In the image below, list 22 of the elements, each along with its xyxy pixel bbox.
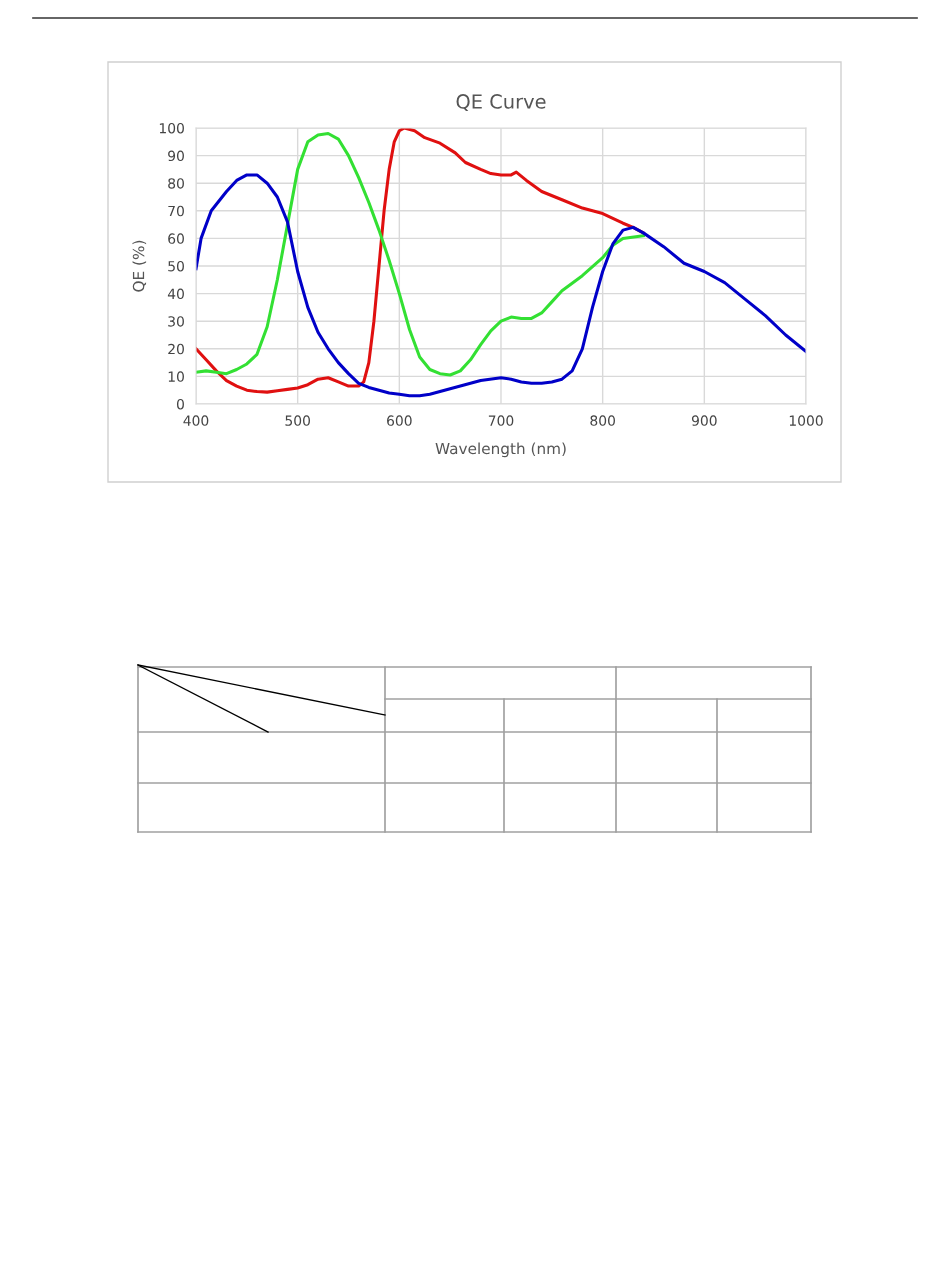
x-tick-label: 1000 — [789, 415, 823, 426]
line-series — [196, 173, 806, 398]
x-axis-title: Wavelength (nm) — [435, 442, 566, 458]
x-tick-label: 400 — [183, 415, 209, 426]
x-tick-label: 900 — [691, 415, 717, 426]
y-tick-label: 50 — [168, 260, 184, 272]
x-tick-label: 500 — [285, 415, 310, 426]
y-tick-label: 10 — [168, 371, 184, 382]
y-tick-label: 0 — [176, 398, 184, 410]
y-tick-label: 60 — [168, 233, 184, 244]
x-tick-label: 800 — [590, 415, 615, 426]
y-tick-label: 70 — [168, 205, 184, 217]
y-tick-label: 40 — [167, 288, 184, 300]
y-tick-label: 90 — [168, 150, 184, 162]
x-tick-label: 600 — [387, 415, 412, 426]
y-tick-label: 80 — [168, 178, 184, 189]
y-tick-label: 100 — [159, 122, 184, 134]
x-tick-label: 700 — [488, 415, 514, 426]
y-tick-label: 20 — [168, 343, 184, 355]
chart-title: QE Curve — [456, 94, 546, 112]
y-axis-title: QE (%) — [132, 240, 147, 292]
y-tick-label: 30 — [168, 316, 184, 327]
